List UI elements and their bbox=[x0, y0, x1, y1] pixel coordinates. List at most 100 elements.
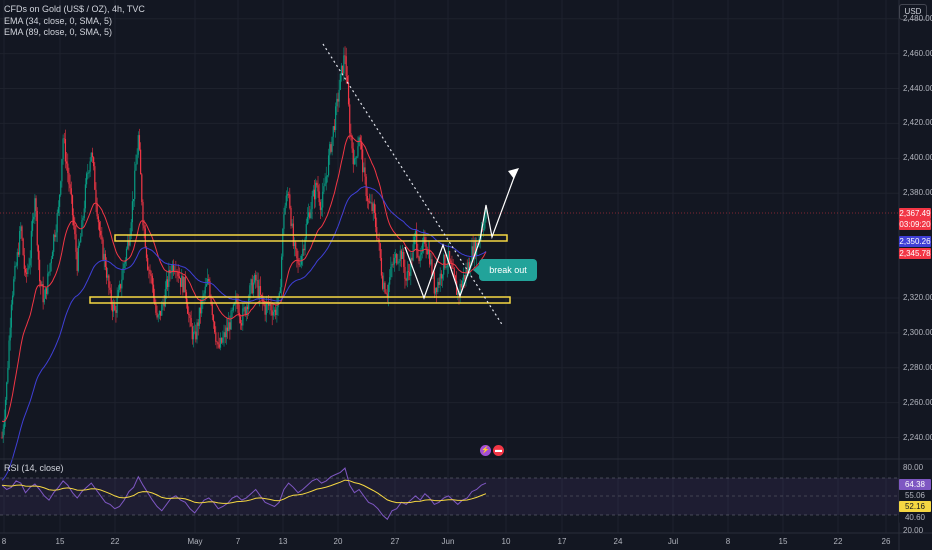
candle-body bbox=[425, 244, 427, 250]
candle-body bbox=[36, 210, 38, 246]
break-out-callout[interactable]: break out bbox=[479, 259, 537, 281]
candle-body bbox=[399, 250, 401, 262]
candle-body bbox=[141, 174, 143, 203]
candle-body bbox=[290, 207, 292, 226]
calendar-icon[interactable]: ▬ bbox=[493, 445, 504, 456]
price-axis-label: 2,400.00 bbox=[903, 153, 932, 163]
candle-body bbox=[406, 271, 408, 281]
candle-body bbox=[185, 292, 188, 304]
candle-body bbox=[411, 257, 413, 261]
candle-body bbox=[164, 289, 166, 307]
candle-body bbox=[382, 275, 384, 289]
candle-body bbox=[390, 266, 392, 278]
candle-body bbox=[349, 104, 351, 134]
candle-body bbox=[379, 243, 381, 258]
candle-body bbox=[108, 275, 110, 288]
candle-body bbox=[37, 245, 40, 260]
candle-body bbox=[35, 198, 37, 211]
candle-body bbox=[234, 303, 236, 305]
candle-body bbox=[226, 327, 229, 332]
candle-body bbox=[125, 248, 128, 260]
candle-body bbox=[454, 275, 457, 281]
candle-body bbox=[198, 307, 200, 326]
candle-body bbox=[102, 239, 104, 260]
rsi-ma-tag: 52.16 bbox=[899, 501, 931, 512]
candle-body bbox=[121, 279, 123, 289]
candle-body bbox=[95, 189, 97, 204]
candle-body bbox=[23, 255, 25, 269]
projection-path[interactable] bbox=[404, 171, 517, 300]
candle-body bbox=[392, 263, 394, 265]
candle-body bbox=[309, 212, 311, 219]
candle-body bbox=[136, 154, 138, 165]
candles-group bbox=[1, 46, 487, 444]
candle-body bbox=[51, 251, 54, 260]
candle-body bbox=[11, 295, 14, 305]
candle-body bbox=[183, 277, 185, 293]
candle-body bbox=[206, 278, 209, 285]
candle-body bbox=[55, 232, 57, 238]
descending-trendline[interactable] bbox=[322, 43, 504, 327]
candle-body bbox=[204, 286, 206, 294]
candle-body bbox=[467, 262, 469, 273]
candle-body bbox=[313, 189, 316, 200]
candle-body bbox=[219, 337, 222, 348]
candle-body bbox=[351, 135, 353, 149]
candle-body bbox=[268, 303, 270, 306]
candle-body bbox=[377, 238, 379, 239]
candle-body bbox=[123, 263, 125, 269]
candle-body bbox=[131, 201, 133, 223]
candle-body bbox=[181, 275, 183, 287]
candle-body bbox=[323, 186, 325, 192]
ema34-line bbox=[1, 135, 487, 423]
candle-body bbox=[373, 203, 375, 214]
candle-body bbox=[3, 418, 5, 429]
support-zone-rect[interactable] bbox=[89, 296, 511, 304]
candle-body bbox=[405, 278, 407, 281]
candle-body bbox=[243, 307, 245, 309]
candle-body bbox=[168, 269, 170, 287]
candle-body bbox=[396, 254, 398, 264]
rsi-level-upper-tag: 55.06 bbox=[899, 490, 931, 501]
candle-body bbox=[244, 307, 246, 315]
candle-body bbox=[248, 298, 250, 310]
time-axis-label: 15 bbox=[778, 537, 788, 546]
candle-body bbox=[68, 173, 70, 185]
candle-body bbox=[283, 214, 285, 229]
candle-body bbox=[316, 182, 318, 186]
candle-body bbox=[325, 176, 327, 184]
resistance-zone-rect[interactable] bbox=[114, 234, 508, 242]
candle-body bbox=[195, 331, 197, 340]
candle-body bbox=[107, 275, 109, 278]
candle-body bbox=[272, 311, 274, 316]
candle-body bbox=[371, 202, 373, 211]
candle-body bbox=[359, 137, 361, 142]
legend-title: CFDs on Gold (US$ / OZ), 4h, TVC bbox=[4, 4, 145, 14]
candle-body bbox=[29, 258, 31, 266]
candle-body bbox=[217, 342, 219, 345]
candle-body bbox=[338, 89, 340, 102]
candle-body bbox=[157, 314, 159, 318]
candle-body bbox=[298, 263, 300, 265]
currency-button[interactable]: USD bbox=[899, 4, 927, 20]
candle-body bbox=[256, 280, 258, 281]
candle-body bbox=[306, 216, 309, 225]
candle-body bbox=[85, 173, 88, 185]
lightning-icon[interactable]: ⚡ bbox=[480, 445, 491, 456]
candle-body bbox=[448, 251, 451, 261]
candle-body bbox=[229, 322, 231, 330]
candle-body bbox=[456, 280, 458, 295]
candle-body bbox=[150, 274, 152, 276]
candle-body bbox=[27, 268, 29, 275]
candle-body bbox=[205, 284, 208, 287]
candle-body bbox=[403, 252, 405, 267]
candle-body bbox=[163, 303, 165, 307]
candle-body bbox=[9, 327, 11, 341]
candle-body bbox=[30, 230, 32, 259]
candle-body bbox=[245, 306, 247, 315]
candle-body bbox=[276, 307, 278, 316]
candle-body bbox=[271, 310, 273, 316]
candle-body bbox=[363, 167, 365, 173]
candle-body bbox=[31, 219, 34, 231]
